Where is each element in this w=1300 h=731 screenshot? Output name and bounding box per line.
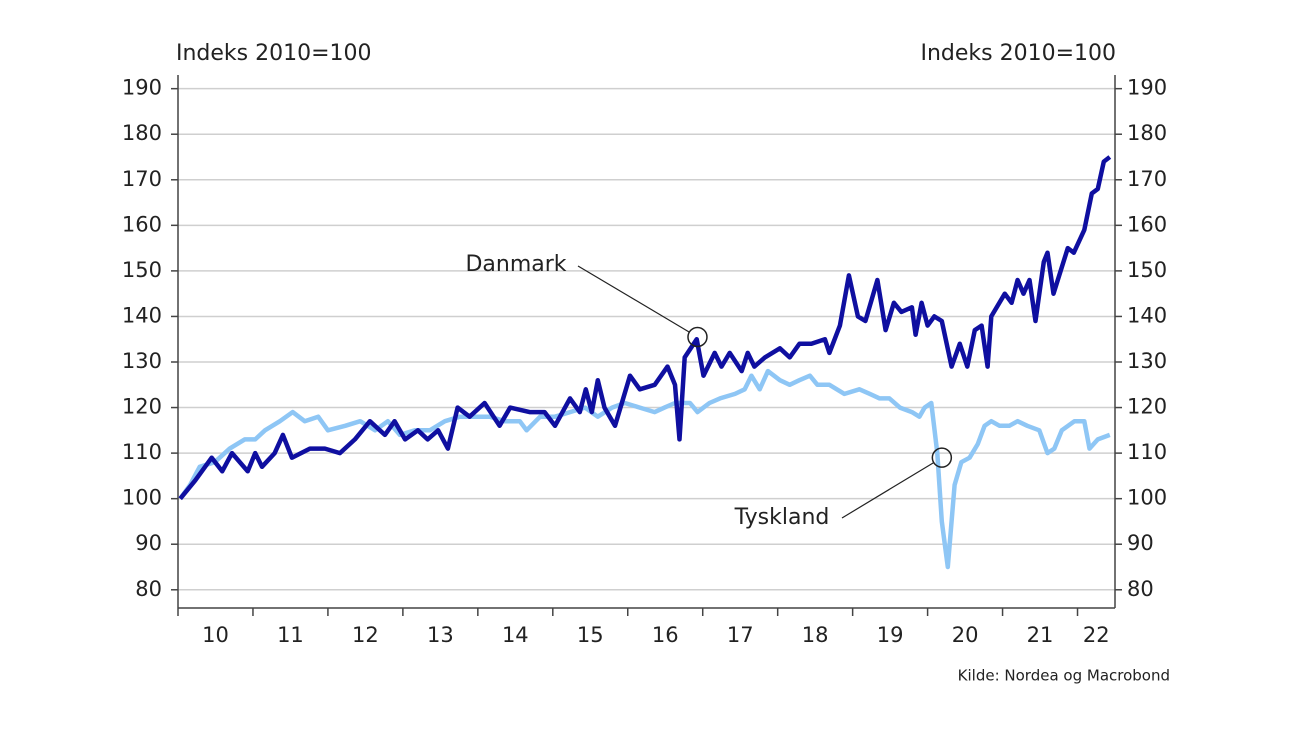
y-tick-label: 180 xyxy=(122,121,162,145)
y2-tick-label: 110 xyxy=(1127,440,1167,464)
y2-tick-label: 180 xyxy=(1127,121,1167,145)
x-tick-label: 14 xyxy=(502,623,529,647)
y-tick-label: 120 xyxy=(122,395,162,419)
y-tick-label: 150 xyxy=(122,258,162,282)
y2-tick-label: 170 xyxy=(1127,167,1167,191)
x-tick-label: 10 xyxy=(202,623,229,647)
y-tick-label: 170 xyxy=(122,167,162,191)
y2-tick-label: 160 xyxy=(1127,212,1167,236)
x-tick-label: 16 xyxy=(652,623,679,647)
x-tick-label: 17 xyxy=(727,623,754,647)
annotation-marker xyxy=(931,447,953,468)
y-tick-label: 190 xyxy=(122,76,162,100)
y2-tick-label: 100 xyxy=(1127,486,1167,510)
y2-tick-label: 130 xyxy=(1127,349,1167,373)
y2-tick-label: 80 xyxy=(1127,577,1154,601)
y-axis-label: Indeks 2010=100 xyxy=(176,41,372,66)
x-tick-label: 15 xyxy=(577,623,604,647)
y-tick-label: 100 xyxy=(122,486,162,510)
x-tick-label: 13 xyxy=(427,623,454,647)
x-tick-label: 11 xyxy=(277,623,304,647)
y2-tick-label: 120 xyxy=(1127,395,1167,419)
y-tick-label: 130 xyxy=(122,349,162,373)
annotation-label: Tyskland xyxy=(734,505,830,530)
y2-tick-label: 150 xyxy=(1127,258,1167,282)
x-tick-label: 21 xyxy=(1027,623,1054,647)
annotation-label: Danmark xyxy=(465,252,566,277)
line-series xyxy=(178,155,1112,501)
x-tick-label: 19 xyxy=(877,623,904,647)
y-tick-label: 110 xyxy=(122,440,162,464)
y-tick-label: 160 xyxy=(122,212,162,236)
y-tick-label: 140 xyxy=(122,303,162,327)
y2-tick-label: 90 xyxy=(1127,531,1154,555)
annotation-leader xyxy=(841,462,934,519)
annotation-leader xyxy=(577,265,690,333)
y-tick-label: 80 xyxy=(135,577,162,601)
y2-axis-label: Indeks 2010=100 xyxy=(920,41,1116,66)
x-tick-label: 22 xyxy=(1083,623,1110,647)
annotation-marker xyxy=(687,326,708,348)
y-tick-label: 90 xyxy=(135,531,162,555)
x-tick-label: 12 xyxy=(352,623,379,647)
line-series xyxy=(178,368,1111,570)
x-tick-label: 18 xyxy=(802,623,829,647)
y2-tick-label: 190 xyxy=(1127,76,1167,100)
source: Kilde: Nordea og Macrobond xyxy=(958,667,1170,685)
x-tick-label: 20 xyxy=(952,623,979,647)
y2-tick-label: 140 xyxy=(1127,303,1167,327)
